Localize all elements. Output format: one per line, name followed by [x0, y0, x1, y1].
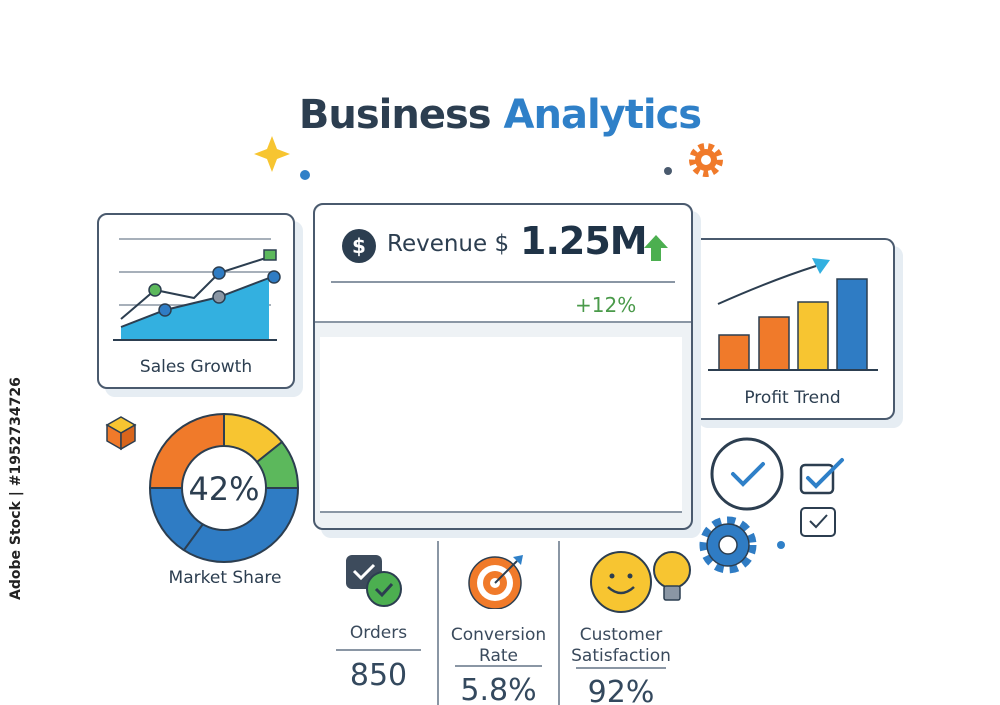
- donut-segment-blue: [148, 487, 300, 563]
- checkbox-icon: [346, 555, 402, 607]
- smiley-icon: [590, 551, 652, 613]
- sales-growth-chart: [113, 238, 281, 341]
- revenue-card: $ Revenue $ 1.25M +12% Orders 850 Conver…: [313, 203, 693, 705]
- dot: [664, 167, 672, 175]
- checkbox-icon: [799, 458, 844, 495]
- gear-icon: [689, 143, 723, 177]
- bar: [758, 316, 790, 371]
- dot: [777, 541, 785, 549]
- sales-growth-label: Sales Growth: [139, 357, 253, 377]
- gear-icon: [699, 516, 757, 574]
- metric-customer-satisfaction: Customer Satisfaction 92%: [560, 541, 682, 705]
- profit-trend-card: Profit Trend: [690, 238, 895, 420]
- bar: [718, 334, 750, 371]
- cube-icon: [105, 416, 137, 451]
- lightbulb-icon: [653, 551, 691, 601]
- target-icon: [468, 555, 523, 609]
- market-share-label: Market Share: [168, 568, 282, 588]
- checkbox-icon: [800, 507, 836, 537]
- svg-text:$: $: [352, 234, 366, 258]
- dollar-icon: $: [342, 229, 376, 263]
- sales-growth-card: Sales Growth: [97, 213, 295, 389]
- market-share-value: 42%: [188, 470, 260, 508]
- clock-icon: [710, 437, 784, 511]
- page-title: Business Analytics: [298, 92, 702, 138]
- bar: [797, 301, 829, 371]
- bar: [836, 278, 868, 371]
- revenue-change: +12%: [575, 293, 637, 317]
- market-share-donut: [148, 412, 300, 563]
- profit-trend-label: Profit Trend: [744, 388, 841, 408]
- arrow-up-icon: [644, 235, 668, 261]
- dot: [300, 170, 310, 180]
- sparkle-icon: [254, 136, 290, 172]
- metric-conversion-rate: Conversion Rate 5.8%: [439, 541, 560, 705]
- metric-orders: Orders 850: [320, 541, 439, 705]
- revenue-value: 1.25M: [520, 219, 648, 263]
- profit-trend-chart: [708, 258, 878, 371]
- revenue-label: Revenue $: [387, 231, 510, 257]
